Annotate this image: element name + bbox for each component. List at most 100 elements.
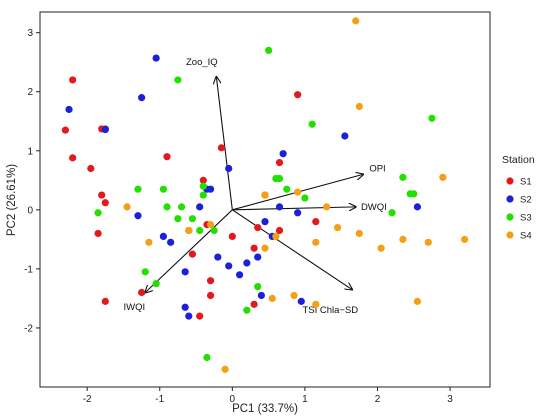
legend-marker-s3: [506, 213, 514, 221]
point-s3: [301, 194, 309, 202]
point-s4: [355, 102, 363, 111]
x-tick-label: 3: [447, 394, 453, 405]
vector-label-iwqi: IWQI: [124, 302, 146, 313]
point-s3: [210, 226, 218, 235]
point-s3: [188, 215, 197, 223]
x-tick-label: 0: [230, 394, 236, 405]
point-s3: [196, 226, 204, 235]
point-s1: [275, 158, 284, 167]
point-s4: [355, 229, 363, 238]
point-s4: [294, 188, 302, 196]
point-s4: [439, 173, 447, 181]
point-s1: [61, 126, 70, 134]
point-s2: [65, 105, 73, 114]
point-s1: [206, 277, 215, 285]
point-s1: [188, 250, 197, 258]
point-s4: [272, 232, 280, 241]
point-s2: [413, 203, 422, 211]
point-s4: [185, 226, 193, 235]
point-s1: [312, 218, 320, 226]
data-points: [61, 17, 469, 373]
legend-marker-s2: [506, 195, 514, 203]
point-s3: [199, 182, 207, 190]
point-s4: [399, 235, 407, 243]
point-s3: [254, 283, 262, 291]
vector-label-zoo-iq: Zoo_IQ: [186, 57, 218, 68]
point-s2: [341, 132, 349, 140]
legend-title: Station: [502, 154, 535, 166]
point-s4: [145, 238, 153, 246]
loading-vectors: Zoo_IQ OPI DWQI TSI Chla−SD IWQI: [124, 57, 387, 316]
point-s4: [261, 191, 269, 199]
point-s4: [424, 238, 432, 246]
point-s2: [254, 253, 262, 261]
point-s2: [152, 54, 160, 62]
point-s4: [312, 238, 320, 246]
point-s2: [206, 185, 215, 193]
point-s2: [196, 203, 204, 211]
point-s2: [257, 291, 265, 300]
point-s2: [101, 125, 109, 134]
point-s2: [279, 150, 287, 158]
point-s2: [243, 259, 251, 267]
point-s3: [275, 174, 284, 183]
point-s3: [203, 353, 211, 362]
point-s3: [174, 215, 182, 223]
point-s4: [268, 294, 276, 303]
legend: Station S1 S2 S3 S4: [502, 154, 535, 242]
point-s2: [181, 303, 189, 311]
point-s2: [214, 253, 222, 261]
point-s4: [221, 365, 229, 373]
point-s3: [243, 306, 251, 314]
vector-arrow-dwqi: [232, 207, 355, 210]
point-s3: [308, 120, 316, 128]
y-tick-label: -1: [24, 264, 33, 275]
point-s3: [265, 46, 273, 54]
point-s2: [185, 312, 193, 320]
point-s3: [399, 173, 407, 181]
point-s2: [181, 268, 189, 276]
point-s1: [275, 226, 284, 235]
point-s1: [217, 144, 226, 152]
y-tick-label: 2: [27, 87, 33, 98]
y-axis-title: PC2 (26.61%): [6, 164, 18, 236]
point-s3: [177, 203, 186, 211]
y-tick-label: 0: [27, 205, 33, 216]
point-s1: [101, 199, 109, 207]
legend-label-s1: S1: [520, 177, 532, 188]
point-s3: [152, 280, 160, 288]
point-s2: [138, 94, 146, 102]
point-s2: [261, 218, 269, 226]
point-s1: [87, 164, 95, 173]
point-s1: [250, 300, 258, 308]
x-tick-label: 2: [375, 394, 381, 405]
point-s4: [333, 223, 342, 232]
point-s1: [163, 153, 171, 161]
point-s1: [101, 297, 109, 305]
point-s4: [261, 244, 269, 252]
vector-arrow-zoo-iq: [216, 77, 233, 210]
point-s2: [275, 203, 284, 211]
y-tick-label: 1: [27, 146, 33, 157]
point-s3: [410, 190, 418, 198]
point-s4: [413, 297, 422, 305]
point-s1: [69, 76, 77, 84]
y-tick-label: -2: [24, 323, 33, 334]
point-s1: [294, 91, 302, 99]
vector-label-tsi-chla-sd: TSI Chla−SD: [302, 305, 358, 316]
point-s1: [250, 244, 258, 252]
point-s1: [196, 312, 204, 320]
vector-label-dwqi: DWQI: [361, 202, 387, 213]
point-s4: [377, 244, 385, 252]
legend-label-s3: S3: [520, 213, 532, 224]
point-s2: [297, 297, 305, 305]
y-tick-label: 3: [27, 28, 33, 39]
point-s1: [254, 223, 262, 232]
point-s3: [134, 185, 142, 193]
point-s1: [206, 291, 215, 300]
point-s3: [174, 76, 182, 84]
legend-marker-s4: [506, 231, 514, 239]
x-tick-label: -2: [83, 394, 92, 405]
vector-arrow-tsi-chla-sd: [232, 209, 352, 290]
